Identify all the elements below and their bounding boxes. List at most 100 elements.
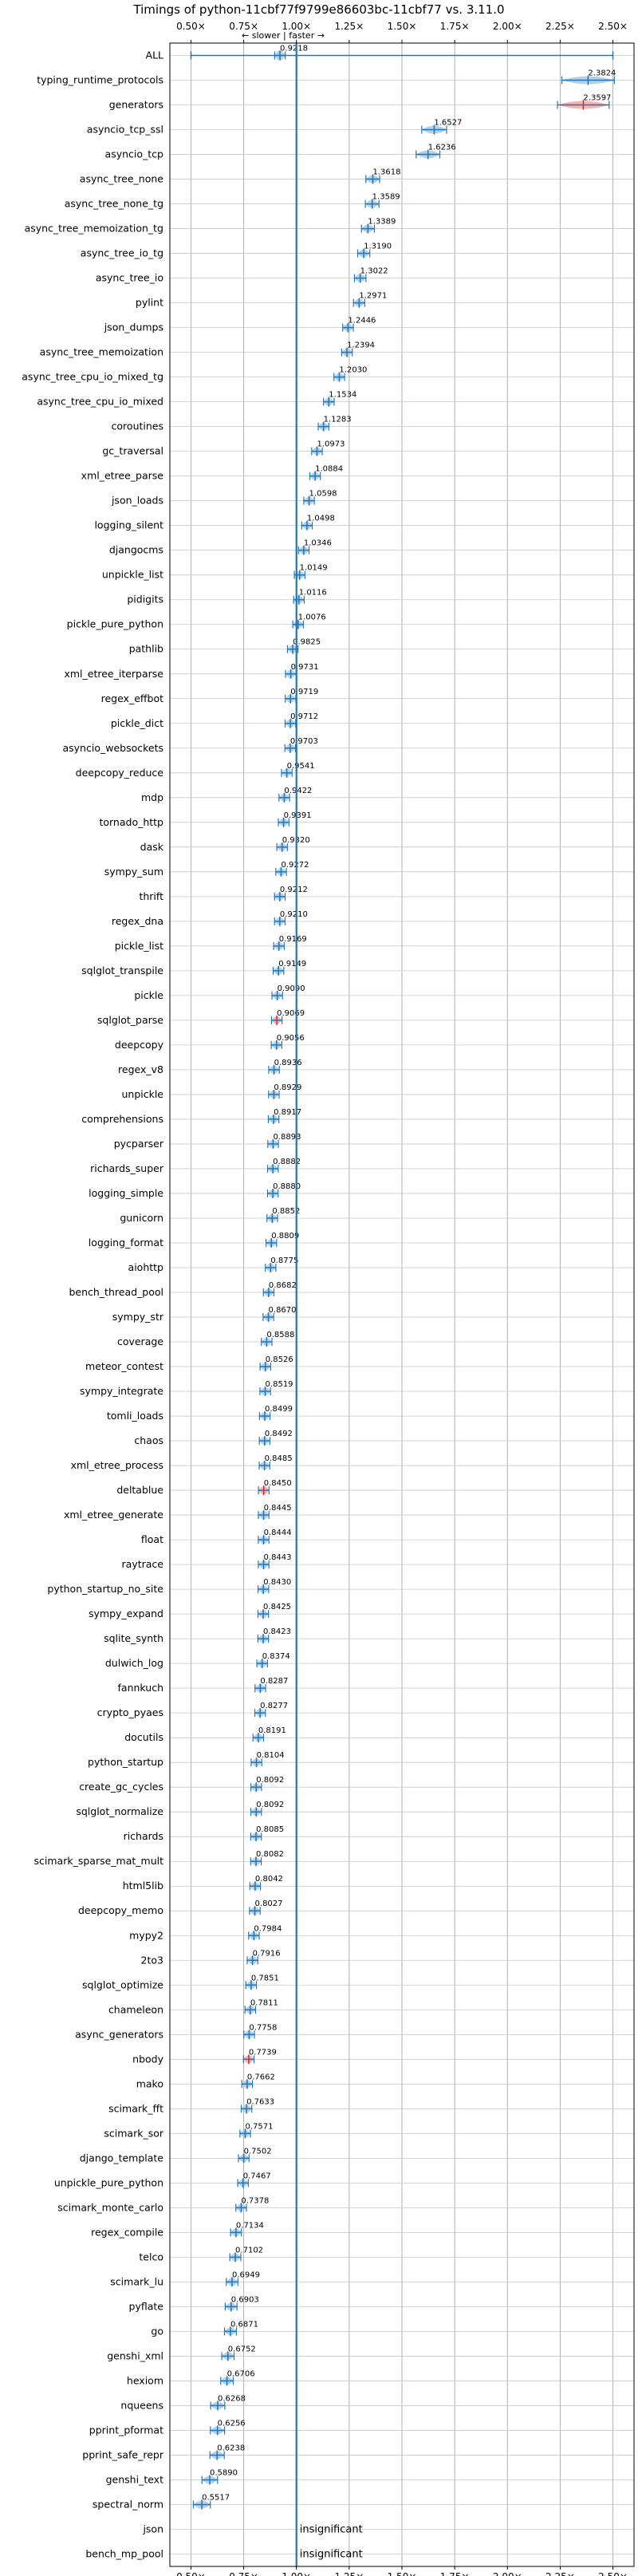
data-label: 0.8917 [274, 1108, 301, 1117]
benchmark-name: generators [109, 99, 163, 111]
benchmark-name: json_dumps [104, 322, 163, 333]
benchmark-name: regex_v8 [118, 1063, 163, 1075]
data-label: 1.1534 [329, 391, 356, 400]
benchmark-name: unpickle_pure_python [54, 2176, 163, 2188]
benchmark-name: unpickle [121, 1088, 163, 1100]
data-label: 0.8929 [274, 1083, 301, 1092]
benchmark-name: scimark_monte_carlo [57, 2201, 163, 2213]
benchmark-name: deepcopy [115, 1039, 164, 1051]
benchmark-name: pidigits [127, 594, 163, 606]
benchmark-name: genshi_text [106, 2473, 163, 2485]
benchmark-name: regex_dna [112, 915, 163, 927]
data-label: 0.9090 [278, 984, 305, 993]
data-label: 0.8430 [263, 1578, 291, 1587]
benchmark-name: mdp [141, 791, 163, 803]
benchmark-name: thrift [139, 890, 163, 902]
benchmark-name: bench_mp_pool [85, 2547, 163, 2559]
benchmark-name: pycparser [114, 1138, 164, 1150]
benchmark-name: pickle_dict [111, 717, 163, 729]
data-label: 0.8444 [264, 1529, 292, 1537]
data-label: 0.8670 [269, 1306, 297, 1315]
x-tick-label-top: 0.50× [176, 21, 206, 32]
benchmark-name: async_tree_cpu_io_mixed [37, 396, 163, 408]
benchmark-name: chameleon [108, 2003, 163, 2015]
benchmark-name: spectral_norm [93, 2498, 163, 2510]
data-label: 0.8191 [258, 1726, 286, 1735]
data-label: 0.8492 [265, 1430, 293, 1438]
benchmark-name: crypto_pyaes [97, 1706, 163, 1718]
data-label: 0.7134 [236, 2221, 264, 2230]
benchmark-name: async_tree_io_tg [81, 247, 163, 259]
benchmark-name: pickle_list [115, 940, 163, 952]
benchmark-name: chaos [134, 1434, 163, 1446]
data-label: 1.0498 [307, 515, 335, 523]
data-label: 1.6527 [434, 119, 462, 128]
data-label: 1.0598 [309, 490, 337, 499]
data-label: 1.0884 [315, 465, 343, 474]
data-label: 0.9169 [279, 935, 307, 944]
benchmark-name: raytrace [122, 1558, 164, 1570]
insignificant-label: insignificant [300, 2548, 363, 2560]
data-label: 1.6236 [428, 144, 456, 152]
data-label: 0.6903 [231, 2295, 259, 2304]
data-label: 0.7662 [247, 2073, 275, 2081]
benchmark-name: coverage [117, 1335, 163, 1347]
data-label: 0.8277 [260, 1702, 288, 1710]
benchmark-name: pprint_safe_repr [82, 2448, 164, 2460]
data-label: 0.7502 [244, 2147, 272, 2156]
data-label: 0.8423 [263, 1627, 291, 1636]
benchmark-name: async_tree_none_tg [65, 198, 163, 210]
benchmark-name: djangocms [109, 544, 163, 556]
benchmark-name: genshi_xml [107, 2349, 163, 2361]
x-tick-label-bottom: 2.00× [493, 2571, 522, 2576]
benchmark-name: sympy_str [112, 1311, 164, 1323]
data-label: 0.8485 [265, 1454, 293, 1463]
data-label: 0.6706 [227, 2369, 255, 2378]
x-tick-label-bottom: 1.00× [282, 2571, 311, 2576]
data-label: 0.8882 [273, 1158, 301, 1166]
direction-label: ← slower | faster → [242, 30, 325, 41]
benchmark-name: logging_format [89, 1237, 163, 1249]
data-label: 1.3190 [364, 243, 392, 251]
benchmark-name: sqlglot_normalize [76, 1805, 163, 1817]
x-tick-label-top: 1.25× [334, 21, 364, 32]
benchmark-name: aiohttp [128, 1261, 164, 1273]
chart-title: Timings of python-11cbf77f9799e86603bc-1… [132, 2, 504, 17]
data-label: 0.8450 [264, 1479, 292, 1488]
benchmark-name: dulwich_log [105, 1657, 163, 1669]
data-label: 0.8027 [255, 1899, 283, 1908]
data-label: 0.8082 [256, 1850, 284, 1859]
data-label: 0.8092 [256, 1801, 284, 1809]
data-label: 0.8893 [273, 1133, 301, 1142]
data-label: 0.8425 [263, 1603, 291, 1611]
insignificant-label: insignificant [300, 2523, 363, 2535]
x-tick-label-bottom: 0.50× [176, 2571, 206, 2576]
data-label: 0.6949 [232, 2270, 260, 2279]
data-label: 0.6238 [217, 2444, 245, 2452]
benchmark-name: hexiom [127, 2374, 163, 2386]
benchmark-name: float [141, 1533, 163, 1545]
benchmark-name: scimark_sparse_mat_mult [34, 1855, 164, 1867]
data-label: 0.9056 [277, 1034, 305, 1043]
data-label: 0.7851 [251, 1974, 279, 1982]
benchmark-name: fannkuch [118, 1682, 163, 1694]
data-label: 0.5517 [202, 2493, 230, 2502]
benchmark-name: richards [124, 1830, 163, 1842]
benchmark-name: xml_etree_iterparse [64, 668, 163, 680]
data-label: 1.1283 [324, 416, 352, 424]
data-label: 0.8374 [262, 1652, 290, 1661]
benchmark-name: tornado_http [99, 816, 163, 828]
data-label: 1.2446 [348, 317, 376, 325]
data-label: 2.3824 [588, 69, 616, 78]
benchmark-name: asyncio_tcp [105, 148, 164, 160]
data-label: 0.9712 [290, 712, 318, 721]
data-label: 0.8526 [266, 1355, 293, 1364]
data-label: 0.7102 [235, 2246, 263, 2254]
benchmark-name: mako [136, 2077, 163, 2089]
x-tick-label-bottom: 2.25× [545, 2571, 575, 2576]
data-label: 1.0346 [304, 539, 332, 548]
data-label: 0.9541 [287, 762, 315, 771]
x-tick-label-top: 1.50× [388, 21, 417, 32]
benchmark-name: xml_etree_parse [81, 470, 164, 482]
data-label: 0.9149 [278, 960, 306, 968]
